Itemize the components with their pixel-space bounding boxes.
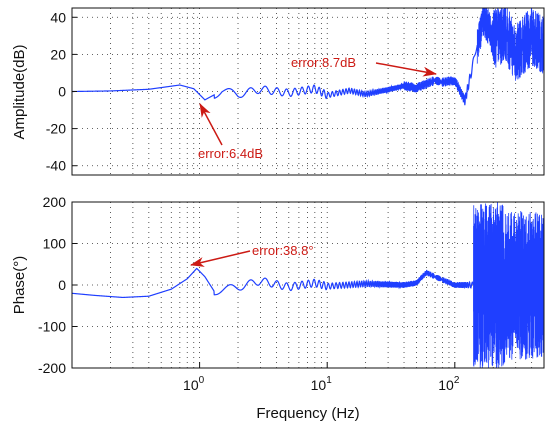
y-tick-label: -100 — [38, 319, 66, 335]
phase-y-ticks: 200 100 0 -100 -200 — [38, 194, 77, 376]
y-tick-label: 0 — [58, 277, 66, 293]
y-tick-label: -40 — [46, 158, 66, 174]
y-tick-label: 40 — [50, 9, 66, 25]
y-tick-label: 100 — [43, 236, 67, 252]
annotation-label: error:38.8° — [252, 243, 314, 258]
annotation-arrow — [190, 250, 251, 267]
amplitude-panel: 40 20 0 -20 -40 Amplitude(dB) — [11, 7, 545, 176]
y-tick-label: 20 — [50, 46, 66, 62]
annotation-arrow — [375, 62, 437, 77]
phase-series-line — [72, 267, 475, 299]
amplitude-y-ticks: 40 20 0 -20 -40 — [46, 9, 77, 174]
x-tick-label: 101 — [311, 375, 333, 393]
annotation-arrow — [199, 103, 223, 146]
amplitude-y-label: Amplitude(dB) — [11, 44, 28, 139]
phase-y-label: Phase(°) — [11, 256, 28, 315]
amplitude-noise-band — [476, 8, 544, 81]
annotation-label: error:8.7dB — [291, 55, 356, 70]
y-tick-label: -20 — [46, 121, 66, 137]
annotation-label: error:6.4dB — [198, 146, 263, 161]
phase-noise-band — [473, 202, 544, 368]
phase-x-ticks: 100 101 102 — [183, 362, 460, 393]
y-tick-label: 200 — [43, 194, 67, 210]
y-tick-label: 0 — [58, 84, 66, 100]
amplitude-series-line — [72, 45, 478, 106]
phase-panel: 200 100 0 -100 -200 100 101 102 Phase(°) Frequ… — [11, 194, 545, 422]
annotation-error-amp-1: error:6.4dB — [198, 103, 263, 161]
x-tick-label: 102 — [438, 375, 460, 393]
amplitude-grid — [71, 8, 545, 175]
y-tick-label: -200 — [38, 360, 66, 376]
annotation-error-amp-2: error:8.7dB — [291, 55, 437, 77]
x-axis-label: Frequency (Hz) — [256, 405, 359, 422]
annotation-error-phase: error:38.8° — [190, 243, 314, 267]
x-tick-label: 100 — [183, 375, 205, 393]
